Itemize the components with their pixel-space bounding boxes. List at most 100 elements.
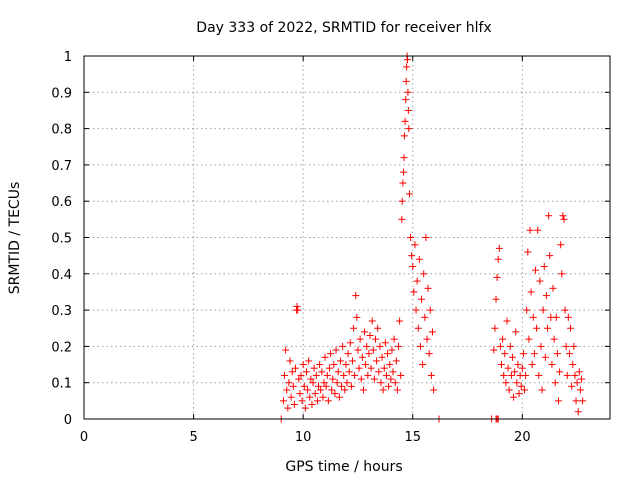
y-tick-label: 0.9 — [51, 86, 72, 101]
y-tick-label: 0 — [64, 413, 72, 428]
data-point — [357, 375, 365, 383]
data-point — [321, 353, 329, 361]
data-point — [389, 368, 397, 376]
data-point — [305, 357, 313, 365]
data-point — [385, 382, 393, 390]
data-point — [536, 277, 544, 285]
data-point — [531, 266, 539, 274]
data-point — [281, 371, 289, 379]
data-point — [578, 375, 586, 383]
data-point — [533, 324, 541, 332]
data-point — [285, 379, 293, 387]
data-point — [529, 313, 537, 321]
data-point — [405, 190, 413, 198]
data-point — [413, 277, 421, 285]
data-point — [564, 313, 572, 321]
data-point — [291, 364, 299, 372]
data-point — [512, 328, 520, 336]
data-point — [279, 397, 287, 405]
data-point — [498, 361, 506, 369]
data-point — [392, 357, 400, 365]
y-tick-label: 0.3 — [51, 304, 72, 319]
data-point — [572, 397, 580, 405]
data-point — [424, 284, 432, 292]
data-point — [282, 346, 290, 354]
data-point — [390, 335, 398, 343]
data-point — [542, 292, 550, 300]
data-point — [364, 371, 372, 379]
data-point — [415, 255, 423, 263]
data-point — [370, 375, 378, 383]
data-point — [527, 288, 535, 296]
data-point — [399, 179, 407, 187]
data-point — [508, 353, 516, 361]
data-point — [537, 342, 545, 350]
data-point — [336, 357, 344, 365]
data-point — [521, 386, 529, 394]
data-point — [525, 335, 533, 343]
data-point — [341, 386, 349, 394]
data-point — [430, 386, 438, 394]
data-point — [398, 197, 406, 205]
data-point — [496, 342, 504, 350]
data-point — [492, 295, 500, 303]
data-point — [347, 382, 355, 390]
data-point — [367, 364, 375, 372]
data-point — [535, 371, 543, 379]
data-point — [284, 404, 292, 412]
data-point — [490, 346, 498, 354]
data-point — [333, 379, 341, 387]
data-point — [382, 371, 390, 379]
y-axis-label: SRMTID / TECUs — [7, 182, 23, 295]
data-point — [359, 386, 367, 394]
data-point — [384, 350, 392, 358]
x-axis-label: GPS time / hours — [285, 459, 402, 475]
data-point — [401, 117, 409, 125]
data-point — [400, 132, 408, 140]
data-point — [425, 350, 433, 358]
data-point — [304, 386, 312, 394]
data-point — [309, 379, 317, 387]
data-point — [345, 368, 353, 376]
data-point — [546, 252, 554, 260]
data-point — [420, 270, 428, 278]
y-tick-label: 0.6 — [51, 195, 72, 210]
data-point — [408, 252, 416, 260]
data-point — [306, 393, 314, 401]
data-point — [506, 342, 514, 350]
data-point — [300, 382, 308, 390]
data-point — [524, 248, 532, 256]
data-point — [373, 357, 381, 365]
data-point — [560, 215, 568, 223]
data-point — [422, 234, 430, 241]
data-point — [288, 368, 296, 376]
data-point — [426, 306, 434, 314]
data-point — [311, 390, 319, 398]
data-point — [400, 154, 408, 162]
data-point — [491, 324, 499, 332]
data-point — [539, 306, 547, 314]
y-tick-label: 0.2 — [51, 340, 72, 355]
data-point — [550, 335, 558, 343]
data-point — [328, 386, 336, 394]
data-point — [404, 106, 412, 114]
data-point — [518, 364, 526, 372]
data-point — [553, 350, 561, 358]
y-tick-label: 0.4 — [51, 268, 72, 283]
data-point — [523, 306, 531, 314]
data-point — [344, 350, 352, 358]
data-point — [411, 241, 419, 249]
axis-ticks: 0 5 10 15 20 0 0.1 0.2 0.3 0.4 0.5 0.6 0.7 0.8 0.9 1 — [51, 50, 610, 445]
data-point — [567, 324, 575, 332]
data-point — [574, 408, 582, 416]
data-point — [575, 368, 583, 376]
x-tick-label: 15 — [404, 430, 421, 445]
data-point — [358, 353, 366, 361]
data-point — [522, 371, 530, 379]
data-point — [519, 350, 527, 358]
data-point — [381, 339, 389, 347]
data-point — [331, 390, 339, 398]
data-point — [499, 335, 507, 343]
data-point — [366, 332, 374, 340]
